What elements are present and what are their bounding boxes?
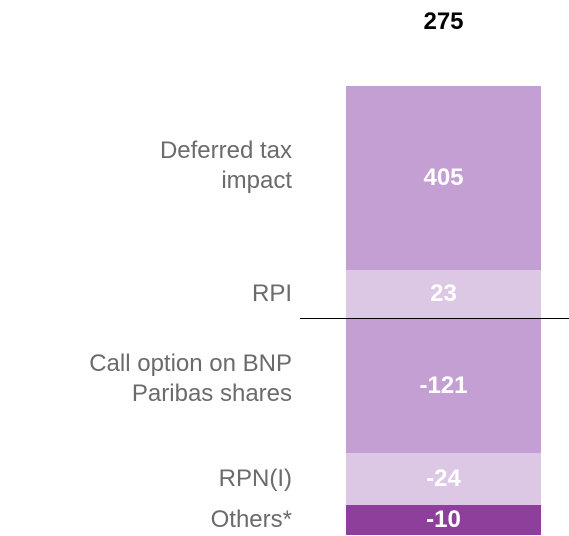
segment-label: -10 xyxy=(346,505,541,535)
category-label: RPI xyxy=(251,280,292,307)
category-label: Call option on BNP Paribas shares xyxy=(89,350,292,407)
baseline xyxy=(300,318,569,319)
category-label: RPN(I) xyxy=(218,465,292,492)
total-label: 275 xyxy=(423,8,464,35)
category-label: Deferred tax impact xyxy=(159,137,292,194)
segment-label: -24 xyxy=(346,453,541,505)
segment-label: 405 xyxy=(346,86,541,270)
category-label: Others* xyxy=(210,506,292,533)
segment-label: 23 xyxy=(346,270,541,318)
segment-label: -121 xyxy=(346,319,541,453)
